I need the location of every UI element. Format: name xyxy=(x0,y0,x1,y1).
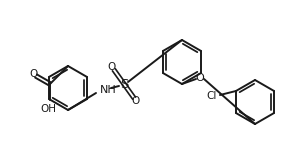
Text: S: S xyxy=(120,77,128,91)
Text: O: O xyxy=(108,62,116,72)
Text: OH: OH xyxy=(40,104,56,114)
Text: O: O xyxy=(196,73,204,83)
Text: O: O xyxy=(132,96,140,106)
Text: Cl: Cl xyxy=(207,91,217,101)
Text: NH: NH xyxy=(100,85,117,95)
Text: O: O xyxy=(30,69,38,79)
